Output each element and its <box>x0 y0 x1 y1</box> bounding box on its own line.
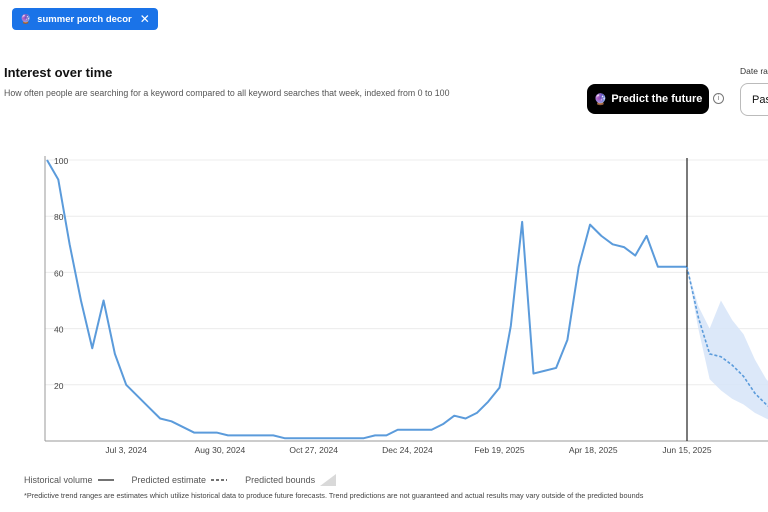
legend-bounds: Predicted bounds <box>245 474 337 486</box>
predicted-bounds-band <box>687 266 768 420</box>
sparkle-icon: 🔮 <box>593 93 608 106</box>
x-tick-label: Dec 24, 2024 <box>382 445 433 455</box>
legend-estimate-label: Predicted estimate <box>131 475 207 485</box>
x-tick-label: Jul 3, 2024 <box>105 445 147 455</box>
y-tick-label: 60 <box>54 268 64 278</box>
date-range-value: Pas <box>752 93 768 106</box>
legend-estimate: Predicted estimate <box>132 475 228 485</box>
date-range-label: Date ra <box>740 66 768 76</box>
page-subtitle: How often people are searching for a key… <box>4 88 450 98</box>
interest-chart: 100 80 60 40 20 Jul 3, 2024 Aug 30, 2024 Oct 27… <box>44 156 768 455</box>
y-tick-label: 40 <box>54 325 64 335</box>
predict-future-button[interactable]: 🔮 Predict the future <box>587 84 709 114</box>
close-icon[interactable]: ✕ <box>139 12 150 26</box>
historical-volume-line <box>46 159 687 440</box>
y-tick-label: 100 <box>54 156 68 166</box>
x-tick-label: Aug 30, 2024 <box>195 445 246 455</box>
y-tick-label: 20 <box>54 381 64 391</box>
predict-button-label: Predict the future <box>611 93 703 105</box>
legend-solid-line-icon <box>97 479 114 481</box>
x-tick-label: Apr 18, 2025 <box>569 445 618 455</box>
legend-bounds-swatch-icon <box>320 474 337 486</box>
x-tick-label: Feb 19, 2025 <box>474 445 524 455</box>
predicted-estimate-line <box>686 266 768 407</box>
x-tick-label: Jun 15, 2025 <box>662 445 711 455</box>
keyword-chip-label: summer porch decor <box>37 13 132 25</box>
legend-dashed-line-icon <box>211 479 228 481</box>
forecast-footnote: *Predictive trend ranges are estimates w… <box>24 491 644 500</box>
legend-historical: Historical volume <box>24 475 114 485</box>
info-icon[interactable]: i <box>713 93 724 104</box>
sparkle-icon: 🔮 <box>20 13 32 24</box>
legend-historical-label: Historical volume <box>24 475 93 485</box>
x-tick-label: Oct 27, 2024 <box>289 445 338 455</box>
keyword-chip[interactable]: 🔮 summer porch decor ✕ <box>12 8 158 30</box>
chart-legend: Historical volume Predicted estimate Pre… <box>24 474 348 486</box>
legend-bounds-label: Predicted bounds <box>245 475 316 485</box>
page-title: Interest over time <box>4 65 113 80</box>
date-range-select[interactable]: Pas <box>740 83 768 116</box>
y-tick-label: 80 <box>54 212 64 222</box>
